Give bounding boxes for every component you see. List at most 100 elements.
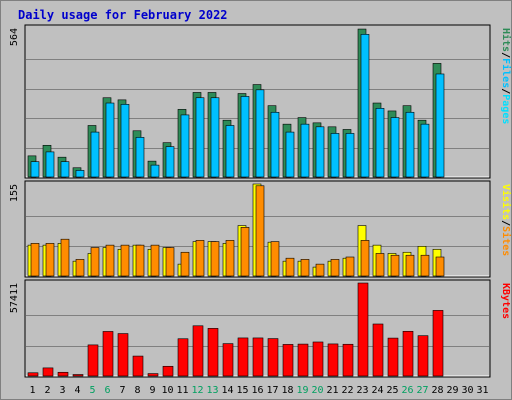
x-label-day-8: 8 (134, 385, 140, 396)
bar-files-day-13 (210, 97, 220, 178)
bar-kbytes-day-19 (297, 343, 309, 377)
bar-kbytes-day-7 (117, 333, 129, 377)
bar-files-day-17 (270, 111, 280, 178)
data-bars (27, 28, 445, 377)
bar-kbytes-day-22 (342, 343, 354, 377)
scale-label-requests: 564 (9, 28, 20, 46)
legend-item-kbytes: KBytes (500, 283, 511, 319)
x-label-day-7: 7 (119, 385, 125, 396)
scale-labels: 564 155 57411 (9, 28, 20, 313)
bar-sites-day-6 (105, 244, 115, 277)
bar-files-day-5 (90, 131, 100, 178)
bar-kbytes-day-2 (42, 367, 54, 377)
bar-files-day-6 (105, 102, 115, 178)
bar-kbytes-day-24 (372, 323, 384, 377)
bar-files-day-1 (30, 161, 40, 178)
bar-files-day-19 (300, 123, 310, 178)
bar-files-day-14 (225, 125, 235, 178)
bar-kbytes-day-23 (357, 282, 369, 377)
x-label-day-18: 18 (281, 385, 293, 396)
x-label-day-29: 29 (446, 385, 458, 396)
x-label-day-26: 26 (401, 385, 413, 396)
legend-kbytes: KBytes (500, 283, 511, 319)
x-label-day-22: 22 (341, 385, 353, 396)
bar-files-day-24 (375, 108, 385, 178)
bar-sites-day-16 (255, 185, 265, 277)
x-label-day-13: 13 (206, 385, 218, 396)
chart-title: Daily usage for February 2022 (18, 8, 228, 22)
bar-files-day-21 (330, 133, 340, 178)
bar-files-day-8 (135, 137, 145, 178)
bar-kbytes-day-21 (327, 343, 339, 377)
bar-sites-day-1 (30, 243, 40, 277)
x-label-day-30: 30 (461, 385, 473, 396)
bar-sites-day-4 (75, 259, 85, 277)
bar-sites-day-18 (285, 257, 295, 277)
x-label-day-14: 14 (221, 385, 233, 396)
x-label-day-16: 16 (251, 385, 263, 396)
bar-files-day-27 (420, 123, 430, 178)
bar-sites-day-25 (390, 254, 400, 277)
bar-kbytes-day-6 (102, 331, 114, 377)
bar-kbytes-day-28 (432, 310, 444, 377)
bar-files-day-9 (150, 164, 160, 178)
scale-label-kbytes: 57411 (9, 283, 20, 313)
x-label-day-4: 4 (74, 385, 80, 396)
bar-kbytes-day-10 (162, 365, 174, 377)
x-label-day-19: 19 (296, 385, 308, 396)
bar-kbytes-day-15 (237, 337, 249, 377)
bar-kbytes-day-8 (132, 355, 144, 377)
bar-sites-day-23 (360, 240, 370, 277)
bar-kbytes-day-13 (207, 328, 219, 377)
x-label-day-11: 11 (176, 385, 188, 396)
x-label-day-27: 27 (416, 385, 428, 396)
bar-kbytes-day-18 (282, 344, 294, 377)
bar-kbytes-day-17 (267, 338, 279, 377)
bar-files-day-23 (360, 34, 370, 178)
bar-sites-day-28 (435, 256, 445, 277)
bar-sites-day-15 (240, 227, 250, 277)
bar-files-day-7 (120, 104, 130, 178)
bar-kbytes-day-14 (222, 343, 234, 377)
bar-kbytes-day-16 (252, 337, 264, 377)
bar-files-day-11 (180, 114, 190, 178)
x-label-day-3: 3 (59, 385, 65, 396)
legend-item-hits: Hits (500, 28, 512, 52)
bar-kbytes-day-4 (72, 374, 84, 377)
legend-item-sep: / (500, 220, 511, 226)
legend-item-pages: Pages (500, 94, 511, 124)
x-label-day-24: 24 (371, 385, 383, 396)
bar-sites-day-14 (225, 240, 235, 277)
x-label-day-15: 15 (236, 385, 248, 396)
bar-kbytes-day-11 (177, 338, 189, 377)
bar-sites-day-7 (120, 244, 130, 277)
legend-requests: Hits/Files/Pages (500, 28, 512, 124)
bar-files-day-15 (240, 96, 250, 178)
scale-label-visits: 155 (9, 184, 20, 202)
bar-kbytes-day-27 (417, 335, 429, 377)
bar-sites-day-22 (345, 256, 355, 277)
x-label-day-6: 6 (104, 385, 110, 396)
bar-files-day-25 (390, 117, 400, 178)
legend-item-files: Files (500, 58, 512, 88)
bar-sites-day-12 (195, 240, 205, 277)
bar-sites-day-13 (210, 241, 220, 277)
bar-kbytes-day-12 (192, 325, 204, 377)
legend-item-sep2: / (500, 88, 511, 94)
bar-sites-day-24 (375, 253, 385, 277)
x-label-day-31: 31 (476, 385, 488, 396)
bar-files-day-22 (345, 133, 355, 178)
bar-files-day-3 (60, 161, 70, 178)
bar-sites-day-10 (165, 247, 175, 277)
x-axis-labels: 1 2 3 4 5 6 7 8 9 10 11 12 13 14 15 16 17 18 19 20 21 22 23 24 2… (29, 385, 488, 396)
x-label-day-17: 17 (266, 385, 278, 396)
legend-item-visits: Visits (500, 184, 512, 220)
legend-item-sites: Sites (500, 226, 512, 256)
bar-kbytes-day-3 (57, 371, 69, 377)
legend-item-sep1: / (500, 52, 511, 58)
x-label-day-1: 1 (29, 385, 35, 396)
bar-sites-day-20 (315, 263, 325, 277)
bar-files-day-10 (165, 146, 175, 178)
x-label-day-20: 20 (311, 385, 323, 396)
